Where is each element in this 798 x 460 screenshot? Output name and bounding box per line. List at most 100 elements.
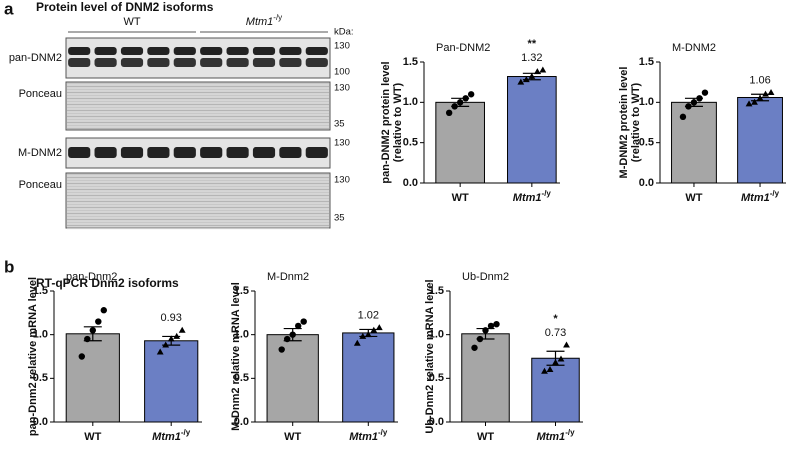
row-label: Ponceau — [19, 179, 62, 191]
bar — [737, 96, 783, 184]
row-label: Ponceau — [19, 88, 62, 100]
kda-marker: 35 — [334, 213, 345, 224]
data-point — [295, 322, 302, 330]
data-point — [685, 103, 692, 110]
chart-title: pan-Dnm2 — [66, 271, 117, 283]
kda-marker: 130 — [334, 138, 350, 149]
value-label: 1.02 — [358, 310, 379, 322]
data-point — [359, 332, 367, 339]
blot-image — [65, 172, 331, 229]
kda-marker: 100 — [334, 67, 350, 78]
data-point — [546, 366, 554, 372]
band — [94, 58, 117, 67]
band — [147, 47, 170, 55]
band — [279, 58, 302, 67]
panel-letter: b — [4, 257, 14, 276]
band — [226, 47, 249, 55]
data-point — [467, 91, 475, 98]
bar — [461, 333, 510, 423]
band — [305, 58, 328, 67]
data-point — [78, 353, 86, 360]
chart-title: Ub-Dnm2 — [462, 271, 509, 283]
data-point — [84, 335, 91, 343]
data-point — [364, 331, 372, 338]
band — [252, 47, 276, 55]
band — [120, 147, 144, 158]
band — [279, 147, 302, 158]
data-point — [563, 341, 570, 348]
band — [94, 47, 117, 55]
band — [173, 58, 196, 67]
band — [200, 58, 223, 67]
data-point — [517, 78, 525, 85]
y-tick-label: 1.0 — [429, 329, 444, 341]
chart-title: Pan-DNM2 — [436, 42, 490, 54]
y-tick-label: 1.0 — [234, 329, 249, 341]
band — [226, 147, 249, 158]
data-point — [541, 367, 548, 374]
band — [173, 147, 196, 158]
kda-marker: 130 — [334, 83, 350, 94]
group-label: WT — [123, 16, 140, 28]
y-axis-label: (relative to WT) — [630, 82, 642, 162]
data-point — [528, 72, 536, 79]
x-tick-label: Mtm1-/y — [349, 428, 388, 443]
data-point — [95, 318, 102, 325]
data-point — [552, 359, 559, 366]
data-point — [679, 113, 687, 121]
y-tick-label: 0.0 — [429, 416, 444, 428]
data-point — [482, 327, 489, 334]
data-point — [162, 341, 170, 348]
row-label: pan-DNM2 — [9, 52, 62, 64]
y-tick-label: 0.5 — [429, 372, 444, 384]
chart-title: M-Dnm2 — [267, 271, 309, 283]
band — [252, 58, 276, 67]
data-point — [471, 344, 478, 351]
data-point — [767, 89, 775, 96]
band — [173, 47, 196, 55]
y-tick-label: 0.5 — [33, 372, 48, 384]
data-point — [456, 99, 464, 106]
y-axis-label: pan-Dnm2 relative mRNA level — [27, 277, 39, 436]
kda-marker: 130 — [334, 41, 350, 52]
data-point — [353, 339, 361, 346]
y-tick-label: 1.0 — [639, 96, 654, 108]
data-point — [493, 320, 500, 328]
x-tick-label: WT — [84, 431, 101, 443]
band — [226, 58, 249, 67]
data-point — [284, 335, 291, 343]
bar — [507, 76, 557, 184]
band — [200, 147, 223, 158]
y-tick-label: 0.0 — [33, 416, 48, 428]
y-tick-label: 0.5 — [639, 137, 654, 149]
significance: * — [553, 313, 558, 325]
y-axis-label: (relative to WT) — [392, 82, 404, 162]
band — [68, 147, 91, 158]
bar — [266, 334, 319, 423]
band — [305, 147, 328, 158]
chart-title: M-DNM2 — [672, 42, 716, 54]
bar — [144, 340, 199, 423]
significance: ** — [528, 38, 537, 50]
y-tick-label: 1.5 — [234, 285, 249, 297]
data-point — [167, 335, 175, 342]
data-point — [445, 109, 453, 117]
data-point — [539, 66, 547, 73]
x-tick-label: WT — [284, 431, 301, 443]
data-point — [100, 307, 108, 314]
x-tick-label: Mtm1-/y — [513, 189, 552, 204]
kda-marker: 130 — [334, 175, 350, 186]
y-axis-label: M-DNM2 protein level — [618, 67, 630, 179]
y-axis-label: M-Dnm2 relative mRNA level — [230, 282, 242, 431]
data-point — [462, 95, 469, 102]
data-point — [745, 100, 753, 107]
bar — [342, 332, 395, 423]
y-tick-label: 1.5 — [403, 56, 418, 68]
bar — [531, 357, 580, 423]
value-label: 0.93 — [160, 312, 181, 324]
panel-letter: a — [4, 0, 14, 18]
y-tick-label: 1.5 — [429, 285, 444, 297]
western-blot: WT Mtm1-/y kDa: pan-DNM2 130 100 Ponceau 130 35 M… — [9, 13, 354, 230]
data-point — [156, 348, 164, 355]
